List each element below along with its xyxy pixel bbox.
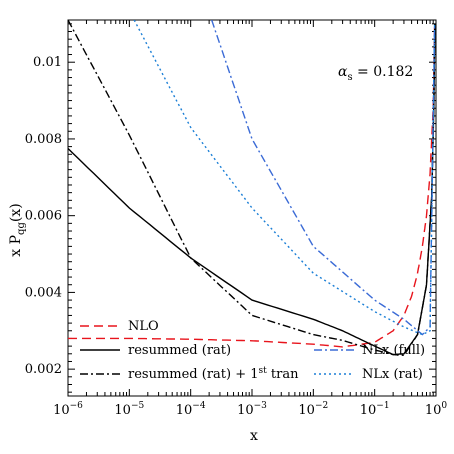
y-tick-label: 0.004 — [25, 285, 62, 300]
legend-name: NLx (rat) — [362, 367, 423, 382]
y-label-tail: (x) — [8, 203, 24, 222]
x-tick-label: 10−2 — [298, 401, 328, 418]
x-tick-exp: −2 — [315, 401, 328, 411]
legend-name: resummed (rat) + 1 — [128, 367, 259, 382]
series-line-3 — [211, 20, 436, 336]
x-tick-base: 10 — [114, 403, 131, 418]
y-label-main: x P — [8, 235, 24, 257]
legend-label: NLx (rat) — [362, 367, 423, 382]
x-tick-base: 10 — [53, 403, 70, 418]
x-tick-exp: −1 — [376, 401, 389, 411]
alpha-annotation: αs = 0.182 — [338, 64, 413, 83]
series-line-0 — [68, 23, 436, 348]
x-tick-base: 10 — [425, 403, 442, 418]
x-tick-exp: −6 — [70, 401, 84, 411]
x-tick-base: 10 — [176, 403, 193, 418]
legend-name: NLO — [128, 319, 159, 334]
y-tick-label: 0.002 — [25, 362, 62, 377]
x-tick-label: 100 — [425, 401, 448, 418]
legend-label: resummed (rat) + 1st tran — [128, 366, 299, 382]
x-tick-exp: −3 — [254, 401, 268, 411]
alpha-sub: s — [347, 72, 352, 83]
x-tick-base: 10 — [298, 403, 315, 418]
x-axis-label: x — [250, 428, 258, 444]
alpha-value: = 0.182 — [353, 64, 414, 80]
x-tick-label: 10−4 — [176, 401, 206, 418]
y-tick-label: 0.008 — [25, 132, 62, 147]
x-axis: 10−6 10−5 10−4 10−3 10−2 10−1 100 — [53, 20, 447, 418]
y-label-sub: qg — [16, 222, 27, 235]
alpha-symbol: α — [338, 64, 348, 80]
legend-label: NLO — [128, 319, 159, 334]
legend-label: resummed (rat) — [128, 343, 231, 358]
x-tick-label: 10−6 — [53, 401, 83, 418]
x-tick-exp: −5 — [131, 401, 145, 411]
legend-tail: tran — [267, 367, 299, 382]
legend-sup: st — [259, 366, 268, 376]
x-tick-exp: 0 — [441, 401, 447, 411]
y-axis-label: x Pqg(x) — [8, 203, 27, 256]
x-tick-base: 10 — [237, 403, 254, 418]
series-line-2 — [68, 20, 436, 356]
legend: NLO resummed (rat) resummed (rat) + 1st tr… — [80, 319, 425, 382]
x-tick-base: 10 — [360, 403, 377, 418]
x-tick-label: 10−3 — [237, 401, 267, 418]
y-tick-label: 0.01 — [33, 55, 62, 70]
legend-label: NLx (full) — [362, 343, 425, 358]
x-tick-exp: −4 — [192, 401, 206, 411]
x-tick-label: 10−1 — [360, 401, 390, 418]
y-tick-label: 0.006 — [25, 209, 62, 224]
legend-name: resummed (rat) — [128, 343, 231, 358]
series-layer — [68, 20, 436, 356]
x-tick-label: 10−5 — [114, 401, 144, 418]
legend-name: NLx (full) — [362, 343, 425, 358]
series-line-4 — [133, 20, 436, 336]
